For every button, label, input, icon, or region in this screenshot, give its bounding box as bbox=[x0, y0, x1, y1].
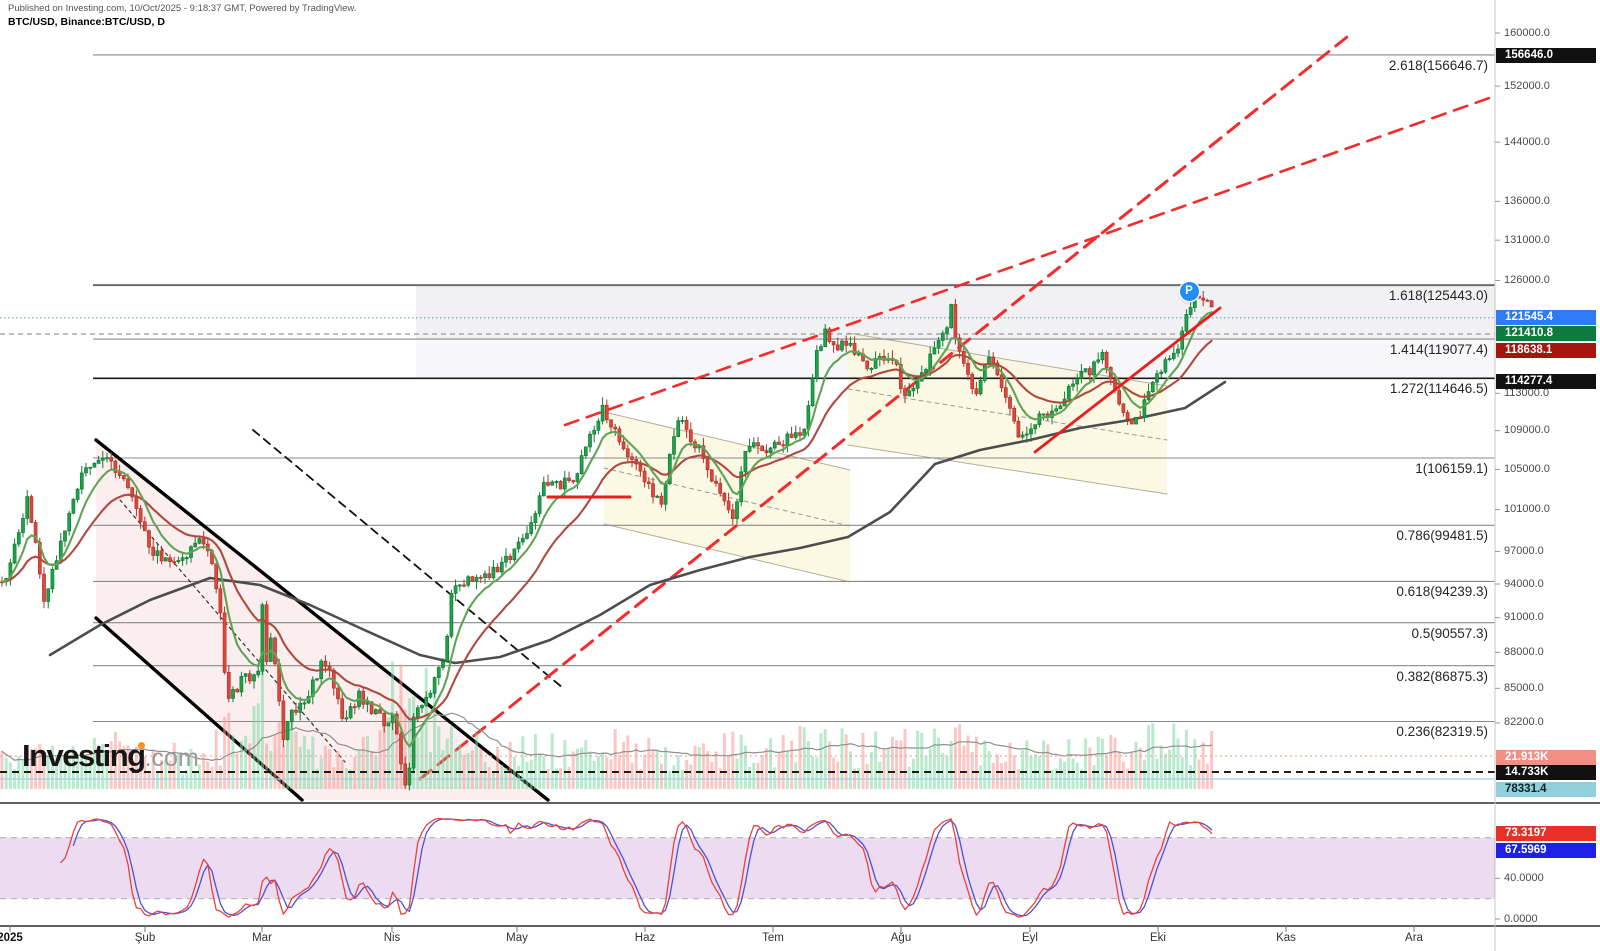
price-badge: 78331.4 bbox=[1496, 781, 1596, 797]
price-badge: 73.3197 bbox=[1496, 825, 1596, 841]
price-badge: 114277.4 bbox=[1496, 373, 1596, 389]
month-label: Eki bbox=[1150, 932, 1166, 944]
price-tick: 144000.0 bbox=[1504, 135, 1550, 148]
candles bbox=[0, 288, 1214, 791]
price-badge: 67.5969 bbox=[1496, 842, 1596, 858]
price-tick: 160000.0 bbox=[1504, 26, 1550, 39]
month-label: May bbox=[506, 932, 528, 944]
red-trendline bbox=[1033, 306, 1222, 454]
fib-label: 1.618(125443.0) bbox=[1388, 288, 1488, 304]
slow-ma-line bbox=[48, 380, 1227, 665]
price-tick: 91000.0 bbox=[1504, 611, 1544, 624]
position-marker[interactable]: P bbox=[1179, 281, 1199, 301]
price-tick: 152000.0 bbox=[1504, 79, 1550, 92]
price-tick: 85000.0 bbox=[1504, 681, 1544, 694]
symbol-line: BTC/USD, Binance:BTC/USD, D bbox=[8, 16, 165, 28]
month-label: Şub bbox=[134, 932, 156, 944]
fib-label: 0.618(94239.3) bbox=[1396, 584, 1488, 600]
month-label: Mar bbox=[252, 932, 272, 944]
stoch-k-line bbox=[60, 817, 1213, 918]
month-label: Ağu bbox=[890, 932, 912, 944]
price-tick: 109000.0 bbox=[1504, 424, 1550, 437]
price-tick: 105000.0 bbox=[1504, 462, 1550, 475]
price-badge: 156646.0 bbox=[1496, 47, 1596, 63]
stoch-tick: 40.0000 bbox=[1504, 871, 1544, 884]
price-badge: 118638.1 bbox=[1496, 342, 1596, 358]
price-tick: 88000.0 bbox=[1504, 645, 1544, 658]
price-tick: 136000.0 bbox=[1504, 194, 1550, 207]
price-tick: 126000.0 bbox=[1504, 273, 1550, 286]
stoch-tick: 0.0000 bbox=[1504, 912, 1538, 925]
month-label: Haz bbox=[634, 932, 656, 944]
fib-label: 0.786(99481.5) bbox=[1396, 528, 1488, 544]
fib-label: 1(106159.1) bbox=[1415, 461, 1488, 476]
investing-logo-tld: .com bbox=[144, 744, 199, 772]
investing-logo: Investing.com bbox=[22, 738, 199, 774]
fast-ma-line bbox=[0, 311, 1213, 748]
mid-ma-line bbox=[0, 339, 1213, 721]
price-badge: 121410.8 bbox=[1496, 325, 1596, 341]
fib-label: 1.272(114646.5) bbox=[1389, 381, 1488, 397]
price-badge: 14.733K bbox=[1496, 764, 1596, 780]
volume-ma-line bbox=[1, 712, 1213, 762]
fib-label: 2.618(156646.7) bbox=[1388, 57, 1488, 73]
price-tick: 101000.0 bbox=[1504, 503, 1550, 516]
investing-logo-text: Investing bbox=[22, 738, 146, 773]
month-label: Ara bbox=[1405, 932, 1423, 944]
investing-logo-dot-icon bbox=[138, 742, 145, 749]
fib-label: 1.414(119077.4) bbox=[1389, 342, 1488, 358]
month-label: Kas bbox=[1276, 932, 1296, 944]
fib-label: 0.236(82319.5) bbox=[1396, 724, 1488, 740]
price-tick: 97000.0 bbox=[1504, 544, 1544, 557]
price-tick: 82200.0 bbox=[1504, 716, 1544, 729]
price-tick: 131000.0 bbox=[1504, 233, 1550, 246]
price-badge: 121545.4 bbox=[1496, 309, 1596, 325]
price-tick: 94000.0 bbox=[1504, 577, 1544, 590]
published-line: Published on Investing.com, 10/Oct/2025 … bbox=[8, 3, 357, 14]
month-label: 2025 bbox=[0, 932, 23, 944]
price-badge: 21.913K bbox=[1496, 749, 1596, 765]
price-tick: 113000.0 bbox=[1504, 386, 1550, 399]
month-label: Eyl bbox=[1022, 932, 1038, 944]
downtrend-channel-upper bbox=[94, 438, 550, 802]
month-label: Nis bbox=[383, 932, 401, 944]
fib-label: 0.5(90557.3) bbox=[1411, 625, 1488, 641]
fib-label: 0.382(86875.3) bbox=[1396, 668, 1488, 684]
red-dashed-trendline bbox=[418, 31, 1354, 781]
month-label: Tem bbox=[762, 932, 784, 944]
red-dashed-trendline bbox=[563, 94, 1497, 427]
